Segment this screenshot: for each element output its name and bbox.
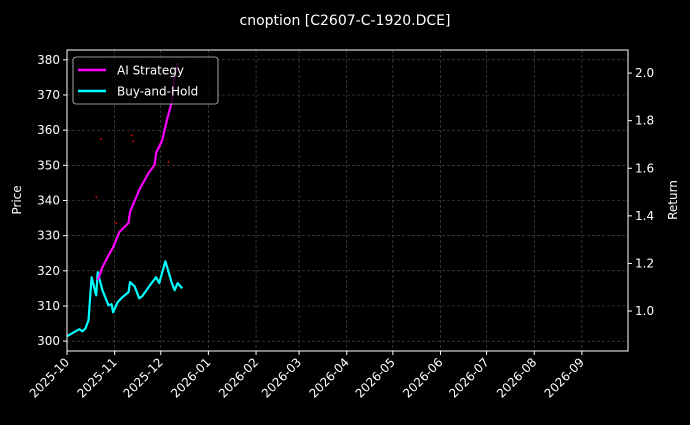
chart-title: cnoption [C2607-C-1920.DCE] bbox=[240, 13, 451, 29]
x-tick-label: 2026-01 bbox=[168, 355, 213, 400]
signal-point bbox=[115, 222, 118, 225]
grid bbox=[66, 50, 628, 351]
series-layer bbox=[66, 62, 184, 338]
y-tick-label: 380 bbox=[37, 53, 60, 67]
y-axis-right: 1.0 1.2 1.4 1.6 1.8 2.0 bbox=[628, 66, 654, 318]
series-line-ai-strategy bbox=[96, 62, 179, 281]
x-tick-label: 2026-06 bbox=[400, 355, 445, 400]
y-tick-label: 360 bbox=[37, 123, 60, 137]
x-tick-label: 2026-07 bbox=[446, 355, 491, 400]
y-right-tick-label: 1.0 bbox=[635, 304, 654, 318]
x-tick-label: 2025-12 bbox=[121, 355, 166, 400]
x-tick-label: 2026-09 bbox=[542, 355, 587, 400]
signal-point bbox=[99, 138, 102, 140]
x-tick-label: 2025-10 bbox=[27, 355, 72, 400]
x-tick-label: 2026-03 bbox=[259, 355, 304, 400]
y-tick-label: 300 bbox=[37, 334, 60, 348]
signal-point bbox=[95, 196, 98, 198]
signal-point bbox=[130, 134, 133, 137]
legend-label-bh: Buy-and-Hold bbox=[117, 85, 198, 99]
x-tick-label: 2025-11 bbox=[74, 355, 119, 400]
x-tick-label: 2026-02 bbox=[216, 355, 261, 400]
legend-label-ai: AI Strategy bbox=[117, 64, 184, 78]
y-tick-label: 320 bbox=[37, 264, 60, 278]
signal-point bbox=[167, 160, 170, 163]
x-axis: 2025-10 2025-11 2025-12 2026-01 2026-022026-… bbox=[27, 351, 587, 401]
y-right-tick-label: 1.4 bbox=[635, 209, 654, 223]
y-axis-label: Price bbox=[10, 185, 24, 214]
x-tick-label: 2026-08 bbox=[494, 355, 539, 400]
y-tick-label: 340 bbox=[37, 194, 60, 208]
signal-point bbox=[132, 140, 134, 143]
y-right-tick-label: 2.0 bbox=[635, 66, 654, 80]
y-axis-left: 300 310 320 330 340 350 360 370 380 bbox=[37, 53, 67, 348]
series-line-buy-and-hold bbox=[66, 260, 184, 338]
y-tick-label: 370 bbox=[37, 88, 60, 102]
y-tick-label: 350 bbox=[37, 158, 60, 172]
y-axis-right-label: Return bbox=[666, 180, 680, 220]
x-tick-label: 2026-04 bbox=[306, 355, 351, 400]
y-right-tick-label: 1.6 bbox=[635, 161, 654, 175]
x-tick-label: 2026-05 bbox=[353, 355, 398, 400]
y-right-tick-label: 1.2 bbox=[635, 256, 654, 270]
y-tick-label: 310 bbox=[37, 299, 60, 313]
y-right-tick-label: 1.8 bbox=[635, 114, 654, 128]
legend-box bbox=[72, 56, 219, 105]
y-tick-label: 330 bbox=[37, 229, 60, 243]
legend: AI Strategy Buy-and-Hold bbox=[72, 56, 219, 105]
